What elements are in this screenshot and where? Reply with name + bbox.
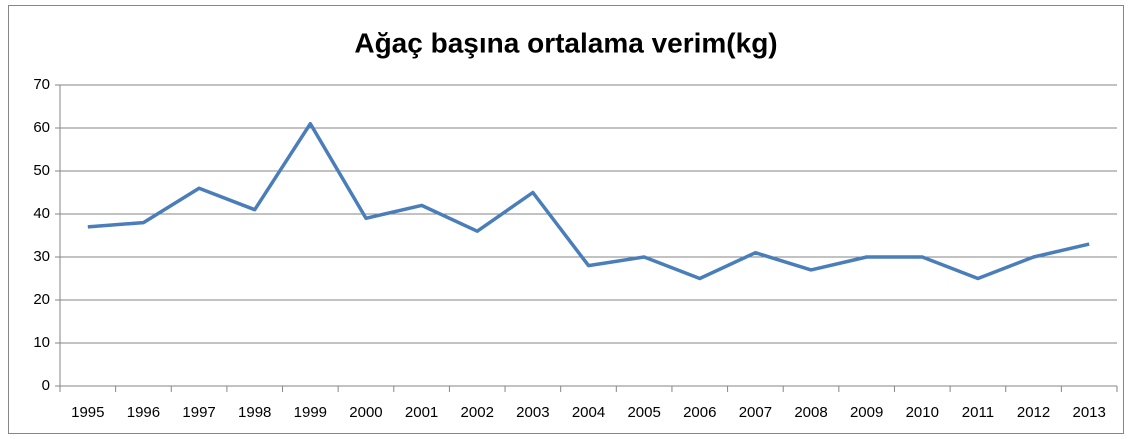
- y-tick-label: 70: [33, 76, 50, 93]
- x-tick-label: 1998: [238, 404, 271, 421]
- x-tick-label: 2003: [516, 404, 549, 421]
- y-tick-label: 30: [33, 248, 50, 265]
- y-tick-label: 20: [33, 291, 50, 308]
- x-tick-label: 2011: [962, 404, 994, 421]
- x-tick-label: 1997: [182, 404, 215, 421]
- x-tick-label: 2012: [1017, 404, 1050, 421]
- x-tick-label: 2010: [906, 404, 939, 421]
- y-tick-label: 50: [33, 162, 50, 179]
- x-tick-label: 2013: [1072, 404, 1105, 421]
- x-tick-label: 2006: [683, 404, 716, 421]
- x-tick-label: 2005: [627, 404, 660, 421]
- x-tick-label: 2007: [739, 404, 772, 421]
- x-tick-label: 2009: [850, 404, 883, 421]
- x-tick-label: 1999: [294, 404, 327, 421]
- x-tick-label: 2008: [794, 404, 827, 421]
- y-tick-label: 40: [33, 205, 50, 222]
- x-tick-label: 1995: [71, 404, 104, 421]
- x-tick-label: 1996: [127, 404, 160, 421]
- chart-title: Ağaç başına ortalama verim(kg): [354, 27, 777, 58]
- data-line: [87, 121, 1090, 281]
- x-tick-label: 2004: [572, 404, 605, 421]
- x-tick-label: 2000: [349, 404, 382, 421]
- chart-border: [8, 5, 1124, 434]
- y-tick-label: 60: [33, 119, 50, 136]
- y-tick-label: 0: [42, 377, 50, 394]
- x-tick-label: 2002: [461, 404, 494, 421]
- x-tick-label: 2001: [405, 404, 438, 421]
- y-tick-label: 10: [33, 334, 50, 351]
